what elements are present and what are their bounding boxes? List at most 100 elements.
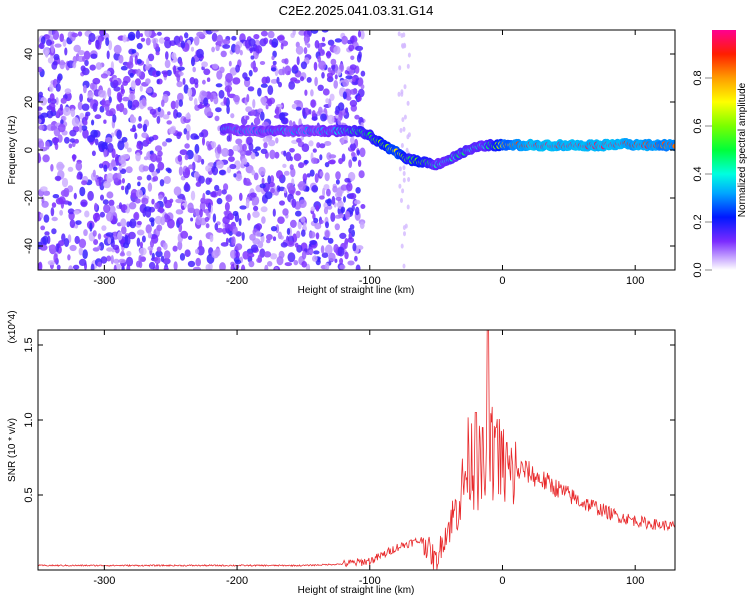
noise-blob xyxy=(40,225,46,231)
noise-blob xyxy=(282,208,289,216)
noise-blob xyxy=(138,115,142,122)
noise-blob xyxy=(226,87,230,97)
noise-blob xyxy=(190,46,195,52)
noise-blob xyxy=(268,139,276,147)
noise-blob xyxy=(205,190,211,196)
noise-blob xyxy=(122,107,128,115)
noise-blob xyxy=(78,247,84,256)
noise-blob xyxy=(355,206,360,216)
noise-blob xyxy=(316,257,321,263)
noise-blob xyxy=(149,108,157,115)
colorbar-tick-label: 0.0 xyxy=(692,262,704,277)
noise-blob xyxy=(251,200,256,206)
noise-blob xyxy=(326,204,333,210)
noise-blob xyxy=(326,188,331,197)
noise-blob xyxy=(232,145,240,152)
noise-blob xyxy=(252,99,256,109)
noise-blob xyxy=(167,111,171,116)
noise-blob xyxy=(306,43,311,48)
noise-blob xyxy=(56,161,64,172)
noise-blob xyxy=(128,93,136,101)
noise-blob xyxy=(334,223,340,231)
noise-blob xyxy=(156,31,162,36)
y-tick-label: 20 xyxy=(23,96,35,108)
noise-blob xyxy=(350,55,355,61)
noise-blob xyxy=(134,132,138,140)
noise-blob xyxy=(266,234,273,241)
noise-blob xyxy=(339,232,347,239)
noise-blob xyxy=(256,257,262,263)
noise-blob xyxy=(190,217,194,222)
noise-blob xyxy=(250,55,255,60)
noise-blob xyxy=(64,136,70,144)
noise-blob xyxy=(175,99,179,109)
noise-blob xyxy=(134,198,141,204)
noise-blob xyxy=(97,245,101,250)
noise-blob xyxy=(270,226,278,232)
noise-blob xyxy=(45,141,50,150)
noise-blob xyxy=(193,266,201,270)
noise-blob xyxy=(106,50,110,60)
noise-blob xyxy=(333,45,341,55)
noise-blob xyxy=(400,198,403,203)
noise-blob xyxy=(398,65,402,71)
noise-blob xyxy=(122,34,127,43)
noise-blob xyxy=(56,110,60,117)
noise-blob xyxy=(83,229,88,237)
noise-blob xyxy=(276,35,285,41)
noise-blob xyxy=(146,57,150,67)
noise-blob xyxy=(248,38,256,47)
noise-blob xyxy=(227,149,234,157)
noise-blob xyxy=(356,53,362,63)
noise-blob xyxy=(293,260,299,266)
spectrogram-x-axis: -300 -200 -100 0 100 xyxy=(93,30,644,287)
noise-blob xyxy=(235,64,241,73)
noise-blob xyxy=(195,257,201,267)
noise-blob xyxy=(128,231,136,240)
noise-blob xyxy=(131,49,137,54)
noise-blob xyxy=(130,128,137,132)
noise-blob xyxy=(336,187,343,197)
noise-blob xyxy=(60,119,64,125)
noise-blob xyxy=(40,186,48,192)
noise-blob xyxy=(48,102,56,111)
noise-blob xyxy=(275,106,280,116)
noise-blob xyxy=(87,91,94,99)
noise-blob xyxy=(257,87,262,97)
noise-blob xyxy=(211,250,219,259)
noise-blob xyxy=(92,212,101,222)
noise-blob xyxy=(83,84,87,94)
spectrogram-y-axis: -40 -20 0 20 40 xyxy=(23,48,675,254)
noise-blob xyxy=(75,161,83,171)
noise-blob xyxy=(352,242,357,252)
noise-blob xyxy=(124,234,129,245)
noise-blob xyxy=(54,43,62,48)
snr-x-axis: -300 -200 -100 0 100 xyxy=(93,330,644,587)
noise-blob xyxy=(80,199,88,208)
noise-blob xyxy=(143,156,149,161)
noise-blob xyxy=(319,143,326,149)
noise-blob xyxy=(345,107,349,114)
noise-blob xyxy=(275,224,280,234)
noise-blob xyxy=(154,145,163,152)
noise-blob xyxy=(344,177,351,183)
noise-blob xyxy=(155,154,162,163)
x-tick-label: 100 xyxy=(626,275,644,287)
noise-blob xyxy=(270,187,275,194)
noise-blob xyxy=(142,123,148,133)
noise-blob xyxy=(126,147,132,153)
noise-blob xyxy=(318,60,326,70)
noise-blob xyxy=(402,165,406,171)
noise-blob xyxy=(51,202,57,208)
noise-blob xyxy=(401,188,405,194)
noise-blob xyxy=(105,110,114,117)
noise-blob xyxy=(62,106,71,117)
noise-blob xyxy=(63,238,70,247)
noise-blob xyxy=(349,88,358,95)
noise-blob xyxy=(203,198,212,203)
noise-blob xyxy=(184,167,191,176)
noise-blob xyxy=(193,98,198,107)
noise-blob xyxy=(219,262,226,270)
noise-blob xyxy=(234,259,242,265)
noise-blob xyxy=(311,116,318,121)
